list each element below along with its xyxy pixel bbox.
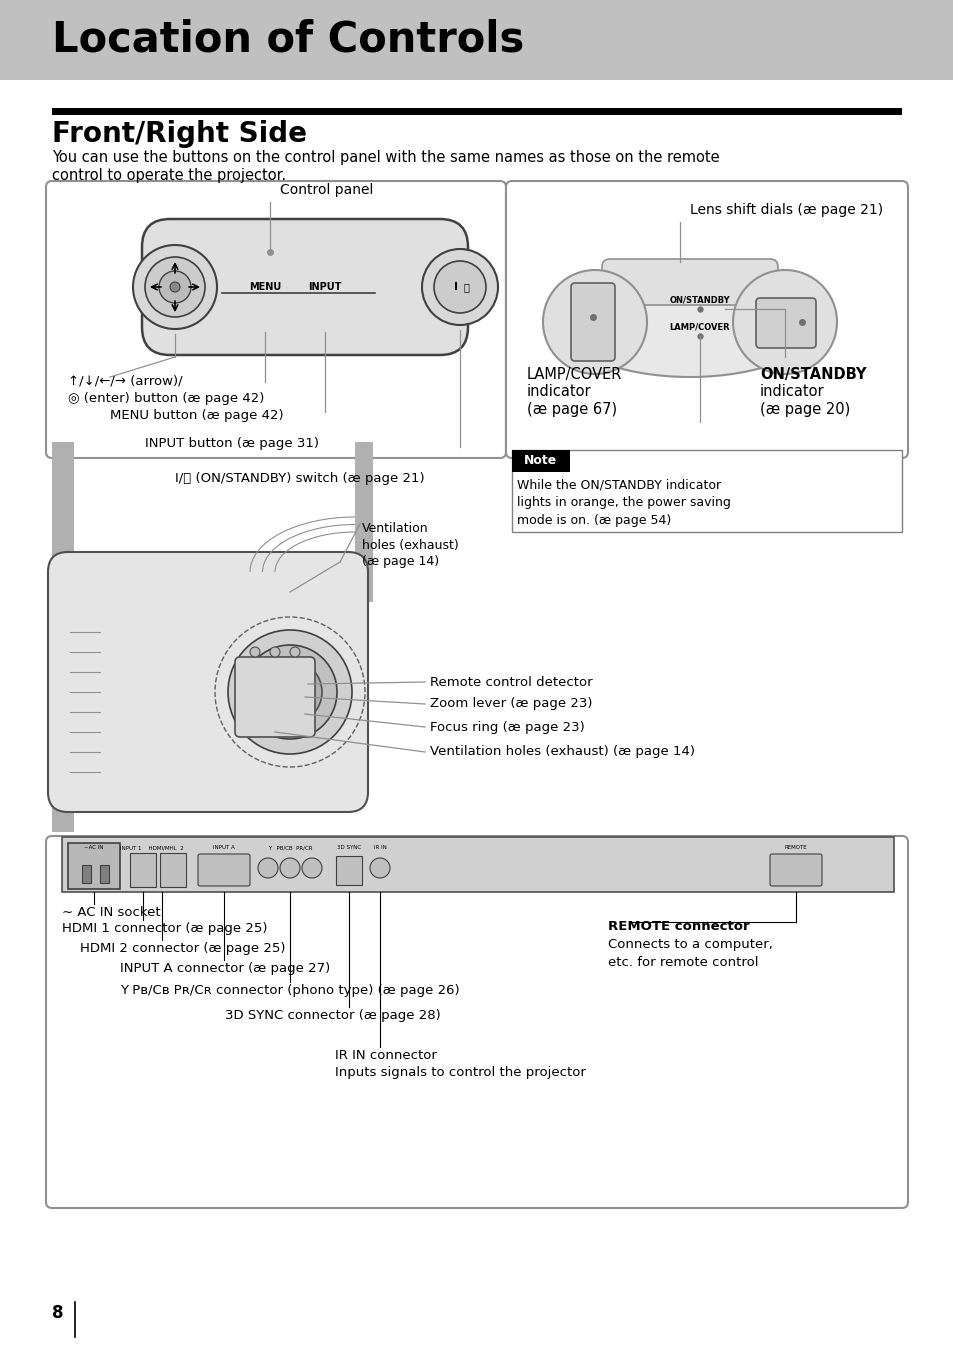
Text: I: I xyxy=(454,283,457,292)
Text: REMOTE connector: REMOTE connector xyxy=(607,919,749,933)
Text: ∼ AC IN socket: ∼ AC IN socket xyxy=(62,906,160,919)
Text: ␁: ␁ xyxy=(462,283,469,292)
FancyBboxPatch shape xyxy=(234,657,314,737)
FancyBboxPatch shape xyxy=(571,283,615,361)
FancyBboxPatch shape xyxy=(355,442,373,602)
Text: LAMP/COVER: LAMP/COVER xyxy=(669,323,730,331)
Text: indicator: indicator xyxy=(526,384,591,399)
Text: (æ page 20): (æ page 20) xyxy=(760,402,849,416)
Text: Ventilation holes (exhaust) (æ page 14): Ventilation holes (exhaust) (æ page 14) xyxy=(430,745,695,758)
Circle shape xyxy=(250,648,260,657)
FancyBboxPatch shape xyxy=(505,181,907,458)
Ellipse shape xyxy=(559,266,820,377)
FancyBboxPatch shape xyxy=(46,181,505,458)
Text: ↑/↓/←/→ (arrow)/: ↑/↓/←/→ (arrow)/ xyxy=(68,375,182,388)
Text: Note: Note xyxy=(524,454,558,468)
FancyBboxPatch shape xyxy=(100,865,109,883)
Text: I/␁ (ON/STANDBY) switch (æ page 21): I/␁ (ON/STANDBY) switch (æ page 21) xyxy=(174,472,424,485)
Text: Ventilation
holes (exhaust)
(æ page 14): Ventilation holes (exhaust) (æ page 14) xyxy=(361,522,458,568)
Text: 8: 8 xyxy=(52,1303,64,1322)
Text: Remote control detector: Remote control detector xyxy=(430,676,592,688)
Text: indicator: indicator xyxy=(760,384,823,399)
Text: INPUT A: INPUT A xyxy=(213,845,234,850)
FancyBboxPatch shape xyxy=(0,0,953,80)
FancyBboxPatch shape xyxy=(512,450,901,531)
Text: etc. for remote control: etc. for remote control xyxy=(607,956,758,969)
Text: LAMP/COVER: LAMP/COVER xyxy=(526,366,621,383)
Circle shape xyxy=(290,648,299,657)
Circle shape xyxy=(145,257,205,316)
Circle shape xyxy=(370,859,390,877)
Circle shape xyxy=(132,245,216,329)
FancyBboxPatch shape xyxy=(512,450,569,472)
Circle shape xyxy=(421,249,497,324)
Circle shape xyxy=(159,270,191,303)
FancyBboxPatch shape xyxy=(160,853,186,887)
Text: control to operate the projector.: control to operate the projector. xyxy=(52,168,286,183)
Text: MENU button (æ page 42): MENU button (æ page 42) xyxy=(110,410,283,422)
Text: You can use the buttons on the control panel with the same names as those on the: You can use the buttons on the control p… xyxy=(52,150,719,165)
Text: IR IN connector: IR IN connector xyxy=(335,1049,436,1063)
FancyBboxPatch shape xyxy=(48,552,368,813)
Text: HDMI 1 connector (æ page 25): HDMI 1 connector (æ page 25) xyxy=(62,922,267,936)
Text: (æ page 67): (æ page 67) xyxy=(526,402,617,416)
Circle shape xyxy=(732,270,836,375)
Text: INPUT: INPUT xyxy=(308,283,341,292)
Text: ON/STANDBY: ON/STANDBY xyxy=(669,296,730,304)
FancyBboxPatch shape xyxy=(52,108,901,115)
Text: REMOTE: REMOTE xyxy=(784,845,806,850)
Circle shape xyxy=(257,859,277,877)
Text: Lens shift dials (æ page 21): Lens shift dials (æ page 21) xyxy=(689,203,882,218)
FancyBboxPatch shape xyxy=(142,219,468,356)
FancyBboxPatch shape xyxy=(335,856,361,886)
Circle shape xyxy=(282,684,297,700)
Circle shape xyxy=(243,645,336,740)
Circle shape xyxy=(257,660,322,725)
Text: Focus ring (æ page 23): Focus ring (æ page 23) xyxy=(430,721,584,734)
Circle shape xyxy=(434,261,485,314)
Text: Connects to a computer,: Connects to a computer, xyxy=(607,938,772,950)
Text: Control panel: Control panel xyxy=(280,183,373,197)
FancyBboxPatch shape xyxy=(68,844,120,890)
FancyBboxPatch shape xyxy=(52,442,74,831)
Circle shape xyxy=(302,859,322,877)
Text: Location of Controls: Location of Controls xyxy=(52,19,524,61)
Text: ON/STANDBY: ON/STANDBY xyxy=(760,366,865,383)
Text: Y Pʙ/Cʙ Pʀ/Cʀ connector (phono type) (æ page 26): Y Pʙ/Cʙ Pʀ/Cʀ connector (phono type) (æ … xyxy=(120,984,459,996)
FancyBboxPatch shape xyxy=(46,836,907,1207)
Text: INPUT button (æ page 31): INPUT button (æ page 31) xyxy=(145,437,318,450)
FancyBboxPatch shape xyxy=(62,837,893,892)
Text: HDMI 2 connector (æ page 25): HDMI 2 connector (æ page 25) xyxy=(80,942,285,955)
FancyBboxPatch shape xyxy=(130,853,156,887)
Text: While the ON/STANDBY indicator
lights in orange, the power saving
mode is on. (æ: While the ON/STANDBY indicator lights in… xyxy=(517,479,730,527)
Text: IR IN: IR IN xyxy=(374,845,386,850)
Text: Front/Right Side: Front/Right Side xyxy=(52,120,307,147)
Text: ~AC IN: ~AC IN xyxy=(84,845,104,850)
Text: INPUT A connector (æ page 27): INPUT A connector (æ page 27) xyxy=(120,963,330,975)
Text: Inputs signals to control the projector: Inputs signals to control the projector xyxy=(335,1065,585,1079)
FancyBboxPatch shape xyxy=(601,260,778,306)
Text: INPUT 1    HDMI/MHL  2: INPUT 1 HDMI/MHL 2 xyxy=(120,845,184,850)
Text: Y   PB/CB  PR/CR: Y PB/CB PR/CR xyxy=(268,845,312,850)
Circle shape xyxy=(542,270,646,375)
FancyBboxPatch shape xyxy=(82,865,91,883)
Circle shape xyxy=(270,648,280,657)
FancyBboxPatch shape xyxy=(769,854,821,886)
Text: Zoom lever (æ page 23): Zoom lever (æ page 23) xyxy=(430,698,592,711)
Text: ◎ (enter) button (æ page 42): ◎ (enter) button (æ page 42) xyxy=(68,392,264,406)
Text: MENU: MENU xyxy=(249,283,281,292)
Text: 3D SYNC connector (æ page 28): 3D SYNC connector (æ page 28) xyxy=(225,1009,440,1022)
Circle shape xyxy=(280,859,299,877)
Circle shape xyxy=(272,675,308,710)
Circle shape xyxy=(170,283,180,292)
Text: 3D SYNC: 3D SYNC xyxy=(336,845,360,850)
FancyBboxPatch shape xyxy=(198,854,250,886)
Circle shape xyxy=(228,630,352,754)
FancyBboxPatch shape xyxy=(755,297,815,347)
